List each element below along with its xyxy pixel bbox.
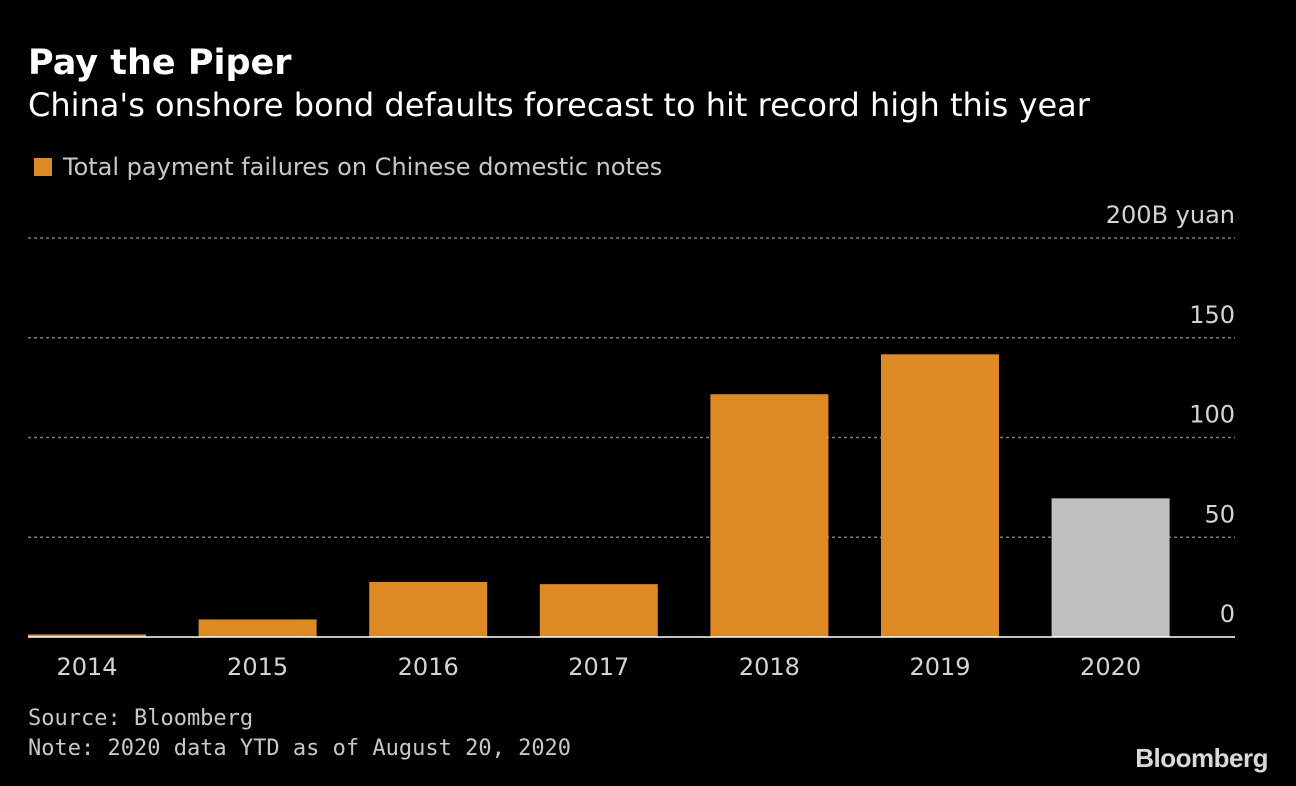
legend-swatch — [34, 158, 52, 176]
x-tick-label: 2014 — [56, 653, 117, 681]
y-tick-label: 150 — [1189, 301, 1235, 329]
bloomberg-logo: Bloomberg — [1135, 743, 1268, 773]
note-text: Note: 2020 data YTD as of August 20, 202… — [28, 736, 572, 761]
y-tick-label: 100 — [1189, 401, 1235, 429]
legend: Total payment failures on Chinese domest… — [34, 150, 662, 184]
y-axis-tick-labels: 0 50 100 150 200B yuan — [1106, 201, 1235, 628]
x-tick-label: 2017 — [568, 653, 629, 681]
x-tick-label: 2018 — [739, 653, 800, 681]
bar-2017 — [539, 584, 658, 637]
y-tick-label: 0 — [1220, 600, 1235, 628]
bar-2016 — [369, 581, 488, 637]
grid-lines — [28, 237, 1235, 538]
bar-2014 — [28, 634, 146, 637]
source-text: Source: Bloomberg — [28, 706, 254, 731]
bar-2018 — [710, 394, 829, 637]
x-axis-tick-labels: 2014 2015 2016 2017 2018 2019 2020 — [56, 653, 1141, 681]
bar-2019 — [881, 354, 999, 637]
bars — [28, 354, 1170, 637]
x-tick-label: 2015 — [227, 653, 288, 681]
chart-title: Pay the Piper — [28, 43, 292, 83]
y-tick-label: 200B yuan — [1106, 201, 1235, 229]
y-tick-label: 50 — [1204, 500, 1235, 528]
bar-2015 — [198, 619, 317, 637]
x-tick-label: 2019 — [909, 653, 970, 681]
bar-2020 — [1051, 498, 1170, 637]
chart-subtitle: China's onshore bond defaults forecast t… — [28, 86, 1090, 124]
x-tick-label: 2016 — [398, 653, 459, 681]
x-tick-label: 2020 — [1080, 653, 1141, 681]
legend-label: Total payment failures on Chinese domest… — [63, 153, 663, 181]
